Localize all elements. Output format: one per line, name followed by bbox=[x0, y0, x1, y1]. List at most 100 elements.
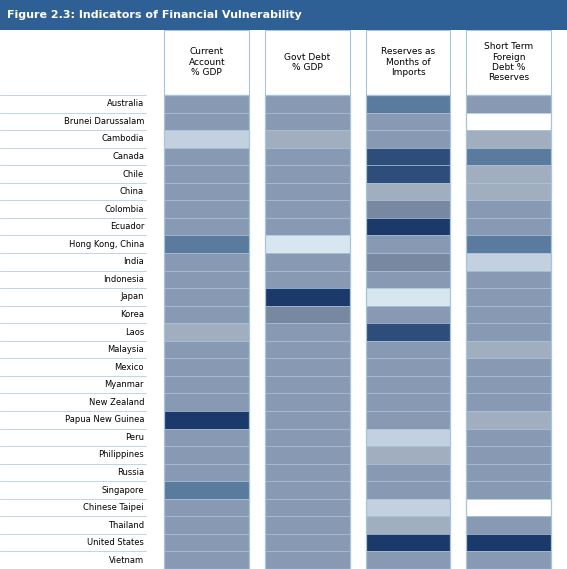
FancyBboxPatch shape bbox=[164, 393, 249, 411]
FancyBboxPatch shape bbox=[265, 200, 350, 218]
FancyBboxPatch shape bbox=[366, 481, 450, 499]
FancyBboxPatch shape bbox=[466, 446, 551, 464]
FancyBboxPatch shape bbox=[366, 183, 450, 200]
FancyBboxPatch shape bbox=[265, 183, 350, 200]
FancyBboxPatch shape bbox=[366, 516, 450, 534]
FancyBboxPatch shape bbox=[164, 516, 249, 534]
FancyBboxPatch shape bbox=[265, 323, 350, 341]
FancyBboxPatch shape bbox=[265, 341, 350, 358]
FancyBboxPatch shape bbox=[164, 323, 249, 341]
Text: Colombia: Colombia bbox=[104, 205, 144, 213]
FancyBboxPatch shape bbox=[366, 148, 450, 165]
FancyBboxPatch shape bbox=[366, 236, 450, 253]
FancyBboxPatch shape bbox=[466, 130, 551, 148]
FancyBboxPatch shape bbox=[366, 446, 450, 464]
Text: Australia: Australia bbox=[107, 100, 144, 108]
FancyBboxPatch shape bbox=[466, 306, 551, 323]
FancyBboxPatch shape bbox=[466, 165, 551, 183]
FancyBboxPatch shape bbox=[466, 236, 551, 253]
Text: Japan: Japan bbox=[121, 292, 144, 302]
Text: Chinese Taipei: Chinese Taipei bbox=[83, 503, 144, 512]
FancyBboxPatch shape bbox=[164, 30, 249, 95]
FancyBboxPatch shape bbox=[265, 95, 350, 113]
FancyBboxPatch shape bbox=[466, 516, 551, 534]
FancyBboxPatch shape bbox=[366, 341, 450, 358]
Text: Figure 2.3: Indicators of Financial Vulnerability: Figure 2.3: Indicators of Financial Vuln… bbox=[7, 10, 302, 20]
FancyBboxPatch shape bbox=[466, 95, 551, 113]
FancyBboxPatch shape bbox=[164, 218, 249, 236]
FancyBboxPatch shape bbox=[366, 464, 450, 481]
FancyBboxPatch shape bbox=[366, 95, 450, 113]
FancyBboxPatch shape bbox=[366, 130, 450, 148]
FancyBboxPatch shape bbox=[466, 411, 551, 428]
FancyBboxPatch shape bbox=[366, 376, 450, 393]
FancyBboxPatch shape bbox=[164, 95, 249, 113]
Text: Papua New Guinea: Papua New Guinea bbox=[65, 415, 144, 424]
Text: Current
Account
% GDP: Current Account % GDP bbox=[188, 47, 225, 77]
FancyBboxPatch shape bbox=[466, 148, 551, 165]
Text: Korea: Korea bbox=[120, 310, 144, 319]
FancyBboxPatch shape bbox=[466, 499, 551, 516]
FancyBboxPatch shape bbox=[366, 253, 450, 271]
FancyBboxPatch shape bbox=[265, 499, 350, 516]
FancyBboxPatch shape bbox=[466, 271, 551, 288]
FancyBboxPatch shape bbox=[466, 551, 551, 569]
Text: United States: United States bbox=[87, 538, 144, 547]
FancyBboxPatch shape bbox=[466, 481, 551, 499]
FancyBboxPatch shape bbox=[265, 218, 350, 236]
FancyBboxPatch shape bbox=[466, 323, 551, 341]
FancyBboxPatch shape bbox=[265, 130, 350, 148]
FancyBboxPatch shape bbox=[265, 30, 350, 95]
FancyBboxPatch shape bbox=[265, 516, 350, 534]
Text: New Zealand: New Zealand bbox=[88, 398, 144, 407]
FancyBboxPatch shape bbox=[164, 428, 249, 446]
FancyBboxPatch shape bbox=[265, 236, 350, 253]
FancyBboxPatch shape bbox=[466, 464, 551, 481]
FancyBboxPatch shape bbox=[366, 288, 450, 306]
FancyBboxPatch shape bbox=[265, 113, 350, 130]
FancyBboxPatch shape bbox=[164, 358, 249, 376]
FancyBboxPatch shape bbox=[164, 411, 249, 428]
FancyBboxPatch shape bbox=[164, 236, 249, 253]
FancyBboxPatch shape bbox=[265, 464, 350, 481]
Text: China: China bbox=[120, 187, 144, 196]
FancyBboxPatch shape bbox=[366, 358, 450, 376]
FancyBboxPatch shape bbox=[0, 0, 567, 30]
FancyBboxPatch shape bbox=[366, 218, 450, 236]
FancyBboxPatch shape bbox=[265, 481, 350, 499]
FancyBboxPatch shape bbox=[466, 376, 551, 393]
FancyBboxPatch shape bbox=[164, 499, 249, 516]
FancyBboxPatch shape bbox=[466, 253, 551, 271]
FancyBboxPatch shape bbox=[466, 393, 551, 411]
FancyBboxPatch shape bbox=[164, 306, 249, 323]
FancyBboxPatch shape bbox=[466, 30, 551, 95]
FancyBboxPatch shape bbox=[366, 200, 450, 218]
Text: Reserves as
Months of
Imports: Reserves as Months of Imports bbox=[381, 47, 435, 77]
FancyBboxPatch shape bbox=[466, 113, 551, 130]
Text: Govt Debt
% GDP: Govt Debt % GDP bbox=[284, 52, 331, 72]
FancyBboxPatch shape bbox=[265, 358, 350, 376]
FancyBboxPatch shape bbox=[366, 534, 450, 551]
FancyBboxPatch shape bbox=[366, 499, 450, 516]
FancyBboxPatch shape bbox=[265, 165, 350, 183]
Text: Philippines: Philippines bbox=[98, 451, 144, 459]
Text: Malaysia: Malaysia bbox=[107, 345, 144, 354]
FancyBboxPatch shape bbox=[366, 393, 450, 411]
FancyBboxPatch shape bbox=[366, 323, 450, 341]
FancyBboxPatch shape bbox=[366, 30, 450, 95]
FancyBboxPatch shape bbox=[164, 271, 249, 288]
FancyBboxPatch shape bbox=[466, 534, 551, 551]
FancyBboxPatch shape bbox=[265, 148, 350, 165]
Text: Chile: Chile bbox=[123, 170, 144, 179]
Text: Myanmar: Myanmar bbox=[104, 380, 144, 389]
FancyBboxPatch shape bbox=[466, 183, 551, 200]
FancyBboxPatch shape bbox=[466, 428, 551, 446]
Text: Mexico: Mexico bbox=[115, 362, 144, 372]
FancyBboxPatch shape bbox=[466, 288, 551, 306]
FancyBboxPatch shape bbox=[164, 183, 249, 200]
FancyBboxPatch shape bbox=[164, 200, 249, 218]
FancyBboxPatch shape bbox=[164, 288, 249, 306]
FancyBboxPatch shape bbox=[164, 551, 249, 569]
Text: Cambodia: Cambodia bbox=[101, 134, 144, 143]
Text: Short Term
Foreign
Debt %
Reserves: Short Term Foreign Debt % Reserves bbox=[484, 42, 534, 83]
